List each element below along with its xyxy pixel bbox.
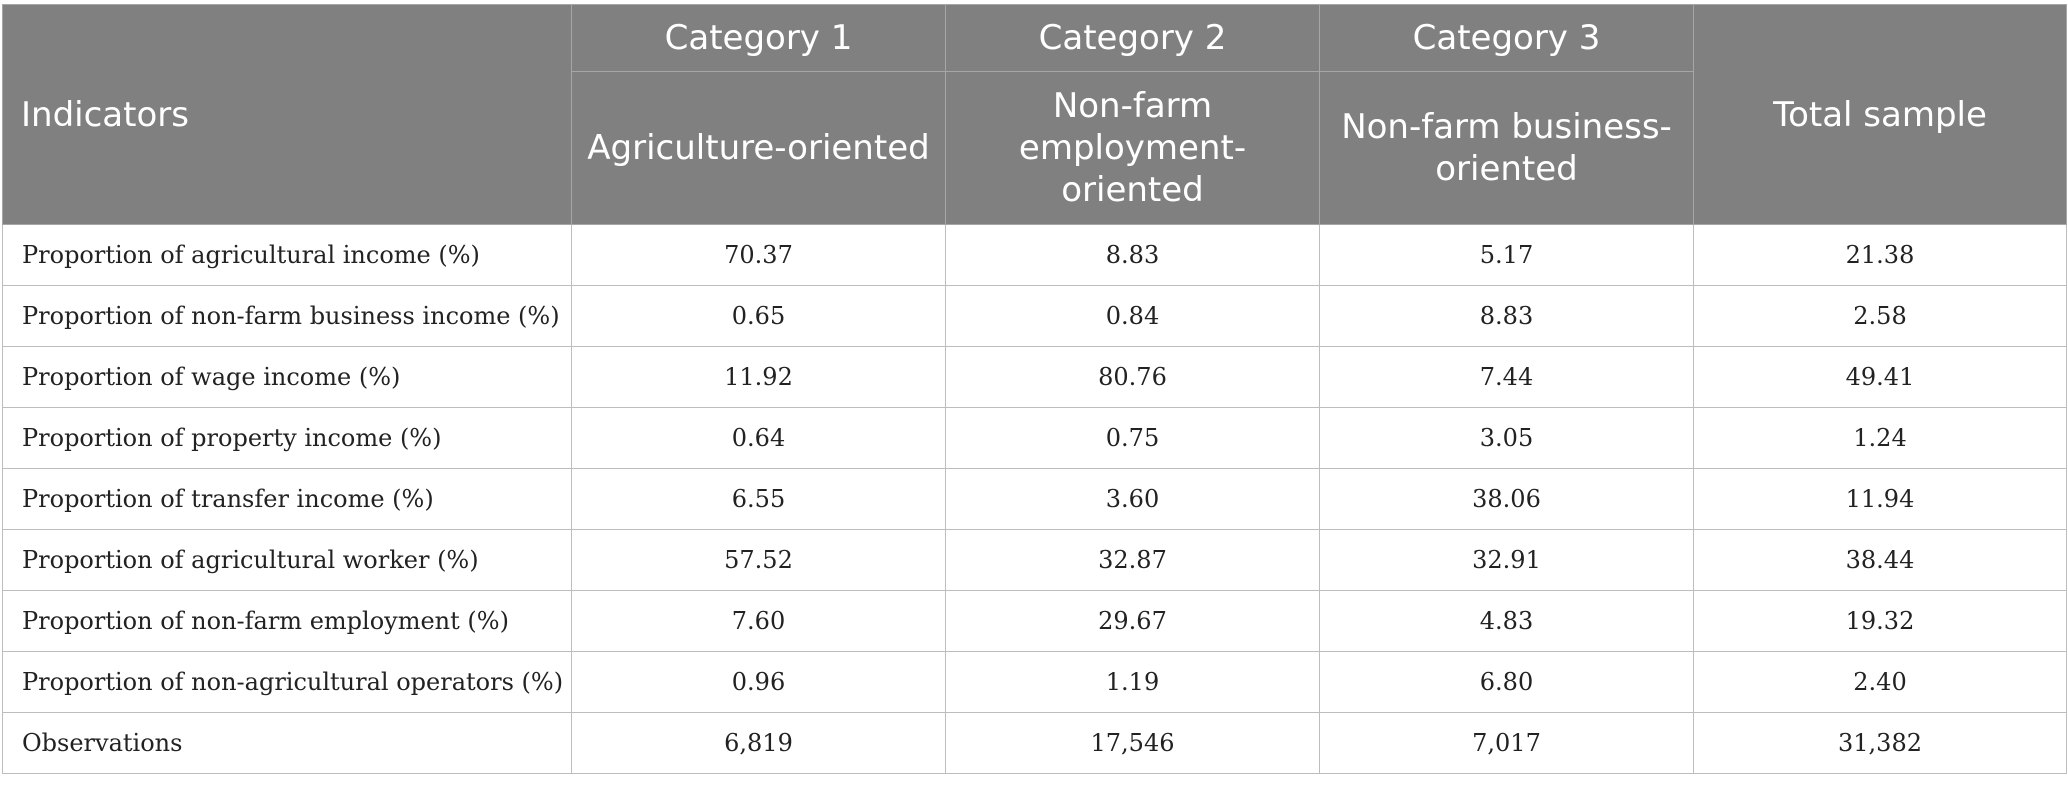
row-value: 0.65 — [571, 285, 946, 347]
row-value: 70.37 — [571, 224, 946, 286]
row-label: Proportion of non-farm employment (%) — [2, 590, 572, 652]
row-value: 8.83 — [1319, 285, 1694, 347]
row-value: 0.64 — [571, 407, 946, 469]
header-indicators: Indicators — [2, 4, 572, 225]
row-value: 49.41 — [1693, 346, 2067, 408]
row-label: Proportion of property income (%) — [2, 407, 572, 469]
header-row-subtitles: Agriculture-oriented Non-farm employment… — [3, 71, 2067, 225]
table-row: Proportion of non-farm employment (%) 7.6… — [2, 590, 2067, 652]
table-row: Proportion of non-agricultural operators… — [2, 651, 2067, 713]
row-value: 6,819 — [571, 712, 946, 774]
row-value: 32.87 — [945, 529, 1320, 591]
row-label: Proportion of transfer income (%) — [2, 468, 572, 530]
row-value: 0.96 — [571, 651, 946, 713]
row-value: 7,017 — [1319, 712, 1694, 774]
table-row: Observations 6,819 17,546 7,017 31,382 — [2, 712, 2067, 774]
header-subtitle-nonfarm-employment: Non-farm employment-oriented — [945, 71, 1320, 225]
row-label: Proportion of wage income (%) — [2, 346, 572, 408]
table-row: Proportion of agricultural worker (%) 57.… — [2, 529, 2067, 591]
table-row: Proportion of non-farm business income (… — [2, 285, 2067, 347]
table-body: Proportion of agricultural income (%) 70.… — [2, 224, 2067, 774]
row-value: 4.83 — [1319, 590, 1694, 652]
row-label: Proportion of agricultural income (%) — [2, 224, 572, 286]
row-label: Proportion of non-farm business income (… — [2, 285, 572, 347]
row-value: 31,382 — [1693, 712, 2067, 774]
row-value: 11.92 — [571, 346, 946, 408]
results-table-container: Indicators Category 1 Category 2 Categor… — [2, 4, 2067, 774]
row-label: Observations — [2, 712, 572, 774]
row-value: 2.40 — [1693, 651, 2067, 713]
row-value: 3.05 — [1319, 407, 1694, 469]
row-value: 29.67 — [945, 590, 1320, 652]
row-value: 38.06 — [1319, 468, 1694, 530]
header-row-categories: Indicators Category 1 Category 2 Categor… — [2, 4, 2067, 225]
row-value: 57.52 — [571, 529, 946, 591]
header-subtitle-agriculture: Agriculture-oriented — [571, 71, 946, 225]
row-value: 2.58 — [1693, 285, 2067, 347]
table-row: Proportion of transfer income (%) 6.55 3.6… — [2, 468, 2067, 530]
table-row: Proportion of agricultural income (%) 70.… — [2, 224, 2067, 286]
row-label: Proportion of non-agricultural operators… — [2, 651, 572, 713]
row-value: 11.94 — [1693, 468, 2067, 530]
row-value: 32.91 — [1319, 529, 1694, 591]
row-value: 0.84 — [945, 285, 1320, 347]
row-value: 1.24 — [1693, 407, 2067, 469]
row-value: 6.80 — [1319, 651, 1694, 713]
row-value: 19.32 — [1693, 590, 2067, 652]
header-total-sample: Total sample — [1693, 4, 2067, 225]
row-label: Proportion of agricultural worker (%) — [2, 529, 572, 591]
header-category-2: Category 2 — [945, 4, 1320, 72]
row-value: 5.17 — [1319, 224, 1694, 286]
row-value: 21.38 — [1693, 224, 2067, 286]
row-value: 3.60 — [945, 468, 1320, 530]
row-value: 6.55 — [571, 468, 946, 530]
header-category-3: Category 3 — [1319, 4, 1694, 72]
table-header: Indicators Category 1 Category 2 Categor… — [2, 4, 2067, 225]
row-value: 0.75 — [945, 407, 1320, 469]
header-category-1: Category 1 — [571, 4, 946, 72]
row-value: 8.83 — [945, 224, 1320, 286]
table-row: Proportion of wage income (%) 11.92 80.76 7… — [2, 346, 2067, 408]
row-value: 1.19 — [945, 651, 1320, 713]
results-table: Indicators Category 1 Category 2 Categor… — [2, 4, 2067, 774]
row-value: 17,546 — [945, 712, 1320, 774]
row-value: 7.60 — [571, 590, 946, 652]
row-value: 7.44 — [1319, 346, 1694, 408]
header-subtitle-nonfarm-business: Non-farm business-oriented — [1319, 71, 1694, 225]
table-row: Proportion of property income (%) 0.64 0.7… — [2, 407, 2067, 469]
row-value: 38.44 — [1693, 529, 2067, 591]
row-value: 80.76 — [945, 346, 1320, 408]
